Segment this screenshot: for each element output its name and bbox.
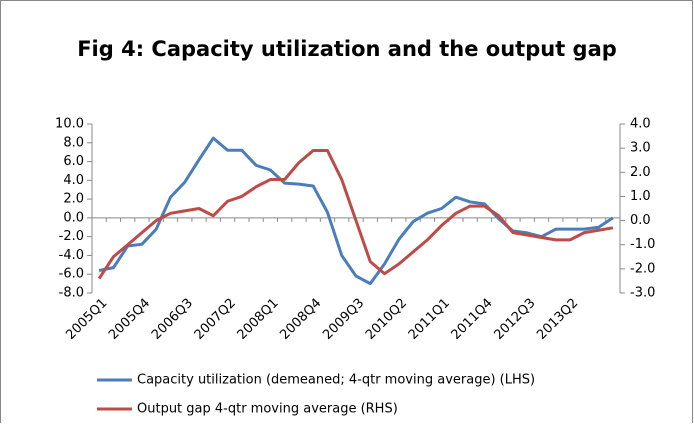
series-line	[98, 136, 614, 286]
y-tick-label: -4.0	[59, 248, 84, 263]
y2-tick-label: 0.0	[630, 213, 651, 228]
y-tick-label: 6.0	[63, 154, 84, 169]
y-tick-label: 4.0	[63, 173, 84, 188]
y2-tick-label: 4.0	[630, 117, 651, 132]
legend-label: Capacity utilization (demeaned; 4-qtr mo…	[137, 373, 535, 388]
y2-tick-label: 1.0	[630, 189, 651, 204]
y-tick-label: 2.0	[63, 192, 84, 207]
y-tick-label: -2.0	[59, 229, 84, 244]
y-tick-label: -8.0	[59, 286, 84, 301]
y-tick-label: 8.0	[63, 135, 84, 150]
legend-label: Output gap 4-qtr moving average (RHS)	[137, 402, 398, 417]
y2-tick-label: -2.0	[630, 261, 655, 276]
y2-tick-label: -3.0	[630, 286, 655, 301]
series-line	[97, 149, 614, 280]
y2-tick-label: 2.0	[630, 165, 651, 180]
y2-tick-label: 3.0	[630, 141, 651, 156]
y-tick-label: 10.0	[55, 117, 84, 132]
y-tick-label: -6.0	[59, 267, 84, 282]
chart-title: Fig 4: Capacity utilization and the outp…	[77, 37, 617, 61]
y-tick-label: 0.0	[63, 210, 84, 225]
y2-tick-label: -1.0	[630, 237, 655, 252]
